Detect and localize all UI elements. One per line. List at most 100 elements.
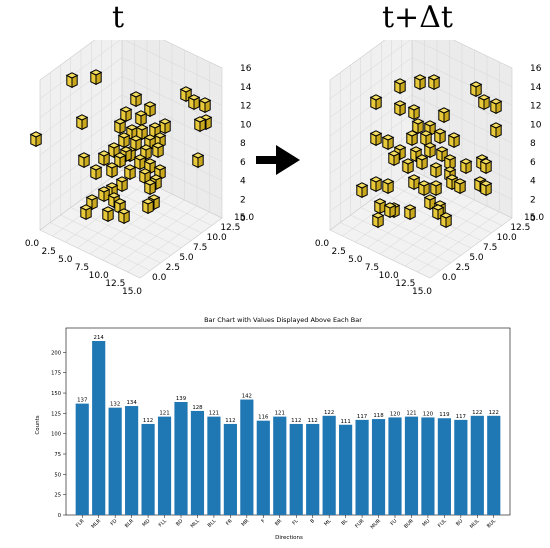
grid-line [39,40,121,99]
x-tick-label: ML [323,518,332,527]
y-tick-label: 150 [51,391,61,397]
x-tick-label: MLR [90,518,102,530]
bar-value-label: 139 [176,396,187,402]
voxel-cube [133,154,147,171]
bar [454,419,468,515]
grid-line [404,205,488,267]
y-tick-label: 200 [51,350,61,356]
z-tick-label: 4 [240,177,246,187]
y-tick-label: 0.0 [152,273,167,283]
voxel-cube [187,94,201,111]
bar [157,416,172,515]
y-tick-label: 7.5 [483,243,497,253]
x-tick-label: FLL [158,518,168,528]
bar [404,416,419,515]
grid-line [414,40,513,87]
grid-line [411,57,513,106]
right-arrow-icon [256,145,300,175]
voxel-cube [387,150,401,167]
bar-value-label: 118 [373,413,384,419]
voxel-cube [65,72,79,89]
bar [437,418,451,515]
bar [273,416,287,515]
scatter3d-left: 0.02.55.07.510.012.515.00.02.55.07.510.0… [25,40,254,297]
voxel-cube [151,142,165,159]
y-tick-label: 7.5 [193,243,207,253]
time-label-t: t [112,0,125,35]
y-tick-label: 12.5 [510,223,530,233]
voxel-cube [439,212,453,229]
y-tick-label: 10.0 [207,233,227,243]
voxel-cube [89,164,103,181]
bar-value-label: 112 [225,418,235,424]
voxel-cube [489,122,503,139]
bar-value-label: 214 [94,335,105,341]
x-tick-label: BLR [124,518,135,529]
voxel-cube [115,176,129,193]
z-tick-label: 10 [530,120,542,130]
grid-line [329,57,413,118]
voxel-cube [429,162,443,179]
voxel-cube [405,130,419,147]
voxel-cube [158,118,172,135]
voxel-cube [373,198,387,215]
bar-value-label: 120 [390,411,401,417]
bar [223,423,237,515]
y-tick-label: 175 [51,371,61,377]
grid-line [39,57,123,118]
bar-value-label: 121 [406,411,416,417]
bar [108,407,122,515]
voxel-cube [77,152,91,169]
x-tick-label: MUR [370,518,383,531]
z-tick-label: 14 [530,83,542,93]
x-tick-label: BR [274,518,283,527]
voxel-cube [113,152,127,169]
scatter3d-right: 0.02.55.07.510.012.515.00.02.55.07.510.0… [315,40,544,297]
voxel-cube [407,174,421,191]
x-tick-label: FUL [437,518,448,529]
bar [289,423,303,515]
voxel-cube [193,116,207,133]
y-tick-label: 12.5 [220,223,240,233]
voxel-cube [423,142,437,159]
z-tick-label: 2 [240,195,246,205]
z-tick-label: 16 [240,64,252,74]
voxel-cube [143,179,157,196]
y-tick-label: 100 [51,432,61,438]
voxel-cube [369,176,383,193]
x-tick-label: B [309,518,316,525]
x-tick-label: BD [175,518,184,527]
x-tick-label: 2.5 [42,247,56,257]
voxel-cube [477,94,491,111]
bar-value-label: 112 [291,418,301,424]
z-tick-label: 16 [530,64,542,74]
z-tick-label: 10 [240,120,252,130]
y-tick-label: 2.5 [456,263,470,273]
grid-line [102,199,185,261]
voxel-cube [198,97,212,114]
voxel-cube [393,100,407,117]
bar-value-label: 117 [357,414,367,420]
voxel-cube [479,158,493,175]
voxel-cube [134,110,148,127]
bar-value-label: 121 [275,411,285,417]
voxel-cube [393,78,407,95]
grid-line [111,177,212,226]
bar [421,417,435,515]
bar [75,403,89,515]
voxel-cube [113,118,127,135]
x-axis-label: Directions [275,535,303,541]
x-tick-label: FL [291,518,299,526]
x-tick-label: MLL [190,518,201,529]
x-tick-label: BLL [207,518,218,529]
voxel-cube [413,74,427,91]
bar-value-label: 142 [242,394,252,400]
bar-value-label: 122 [324,410,334,416]
y-tick-label: 125 [51,411,61,417]
voxel-cube [433,128,447,145]
voxel-cube [453,178,467,195]
bar [487,415,501,515]
voxel-cube [489,98,503,115]
x-tick-label: MR [241,518,251,528]
z-tick-label: 0 [530,214,536,224]
